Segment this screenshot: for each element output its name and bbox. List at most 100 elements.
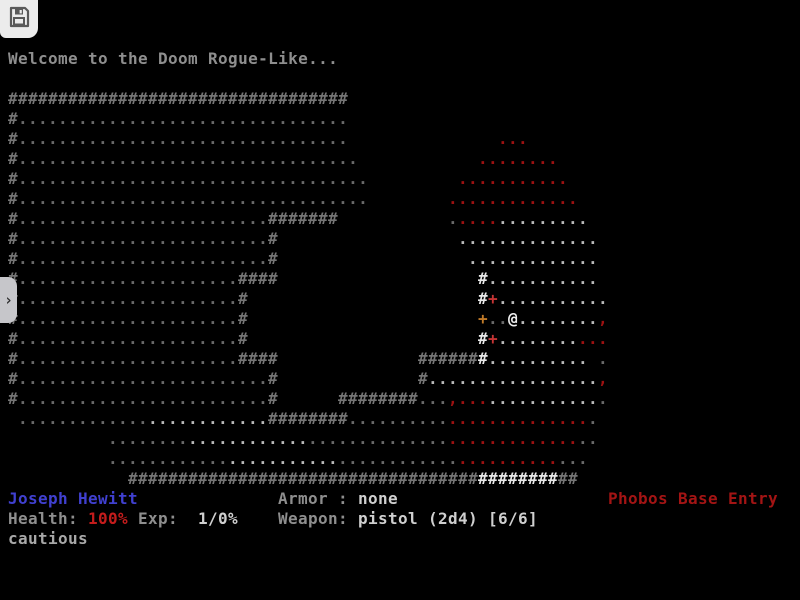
- map-segment: #######: [268, 209, 339, 228]
- map-segment: #: [478, 329, 489, 348]
- map-segment: #: [268, 389, 279, 408]
- map-segment: ...: [498, 129, 529, 148]
- map-segment: ,: [448, 389, 459, 408]
- map-segment: ............: [108, 449, 229, 468]
- map-segment: ..........: [348, 409, 449, 428]
- map-segment: ..............: [448, 409, 589, 428]
- message-line: Welcome to the Doom Rogue-Like...: [8, 49, 339, 68]
- map-segment: .........................: [18, 249, 269, 268]
- map-segment: ...: [578, 329, 609, 348]
- map-segment: .........................: [18, 209, 269, 228]
- weapon-label: Weapon:: [278, 509, 349, 528]
- map-segment: .............: [448, 429, 579, 448]
- map-segment: .........: [498, 209, 589, 228]
- map-segment: #: [8, 369, 19, 388]
- map-segment: #: [8, 349, 19, 368]
- player-name: Joseph Hewitt: [8, 489, 139, 508]
- map-segment: ......................: [18, 289, 239, 308]
- map-segment: ...........: [228, 449, 339, 468]
- map-segment: #: [478, 349, 489, 368]
- map-segment: #: [8, 389, 19, 408]
- map-segment: ..: [488, 309, 509, 328]
- armor-value: none: [358, 489, 399, 508]
- exp-value: 1/0%: [198, 509, 239, 528]
- map-segment: .............: [468, 249, 599, 268]
- map-segment: ...................................: [18, 189, 369, 208]
- map-segment: ......................: [18, 309, 239, 328]
- map-segment: ...........: [458, 169, 569, 188]
- map-segment: ,: [598, 309, 609, 328]
- map-segment: #: [238, 289, 249, 308]
- map-segment: ............: [148, 409, 269, 428]
- floppy-disk-save-icon: [7, 5, 31, 33]
- map-segment: ............: [338, 449, 459, 468]
- map-segment: ........: [478, 149, 559, 168]
- map-segment: ...: [418, 389, 449, 408]
- map-segment: ......................: [18, 349, 239, 368]
- armor-label: Armor :: [278, 489, 349, 508]
- map-segment: ......................: [18, 269, 239, 288]
- map-segment: ..................................: [18, 149, 359, 168]
- map-segment: ####: [238, 269, 279, 288]
- map-segment: ########: [478, 469, 559, 488]
- map-segment: ...................................: [18, 169, 369, 188]
- health-label: Health:: [8, 509, 79, 528]
- map-segment: .................................: [18, 129, 349, 148]
- map-segment: #: [8, 149, 19, 168]
- map-segment: ..........: [488, 349, 589, 368]
- map-segment: ...: [458, 389, 489, 408]
- map-segment: ,: [598, 369, 609, 388]
- map-segment: #: [268, 369, 279, 388]
- map-segment: ..............: [458, 229, 599, 248]
- tactic-indicator: cautious: [8, 529, 89, 548]
- map-segment: ########: [338, 389, 419, 408]
- health-value: 100%: [88, 509, 129, 528]
- map-segment: #: [238, 329, 249, 348]
- map-segment: #: [478, 269, 489, 288]
- map-segment: @: [508, 309, 519, 328]
- map-segment: #: [8, 209, 19, 228]
- map-segment: .............: [448, 189, 579, 208]
- map-segment: #: [238, 309, 249, 328]
- map-segment: ..........: [458, 449, 559, 468]
- map-segment: +: [488, 329, 499, 348]
- map-segment: ....: [458, 209, 499, 228]
- map-segment: ##################################: [8, 89, 349, 108]
- map-segment: ..............: [308, 429, 449, 448]
- map-segment: #: [268, 249, 279, 268]
- map-segment: #: [8, 129, 19, 148]
- map-segment: .........................: [18, 229, 269, 248]
- map-segment: .............: [18, 409, 149, 428]
- location-name: Phobos Base Entry: [608, 489, 779, 508]
- map-segment: .........................: [18, 389, 269, 408]
- exp-label: Exp:: [138, 509, 179, 528]
- map-segment: ..: [578, 429, 599, 448]
- map-segment: ####: [238, 349, 279, 368]
- map-segment: #: [418, 369, 429, 388]
- map-segment: .................................: [18, 109, 349, 128]
- map-segment: .: [598, 389, 609, 408]
- map-segment: .: [588, 409, 599, 428]
- map-segment: #: [268, 229, 279, 248]
- save-button[interactable]: [0, 0, 38, 38]
- map-segment: ............: [188, 429, 309, 448]
- map-segment: .: [448, 209, 459, 228]
- map-segment: .................: [428, 369, 599, 388]
- map-segment: +: [478, 309, 489, 328]
- map-segment: +: [488, 289, 499, 308]
- map-segment: ........: [108, 429, 189, 448]
- drawer-open-tab[interactable]: ›: [0, 277, 17, 323]
- map-segment: ......................: [18, 329, 239, 348]
- map-segment: ###################################: [128, 469, 479, 488]
- map-segment: ...........: [488, 269, 599, 288]
- map-segment: ........: [498, 329, 579, 348]
- map-segment: ...........: [488, 389, 599, 408]
- map-segment: ...: [558, 449, 589, 468]
- map-segment: ########: [268, 409, 349, 428]
- map-segment: #: [8, 249, 19, 268]
- map-segment: #: [8, 229, 19, 248]
- map-segment: ######: [418, 349, 479, 368]
- map-segment: #: [8, 189, 19, 208]
- map-segment: ........: [518, 309, 599, 328]
